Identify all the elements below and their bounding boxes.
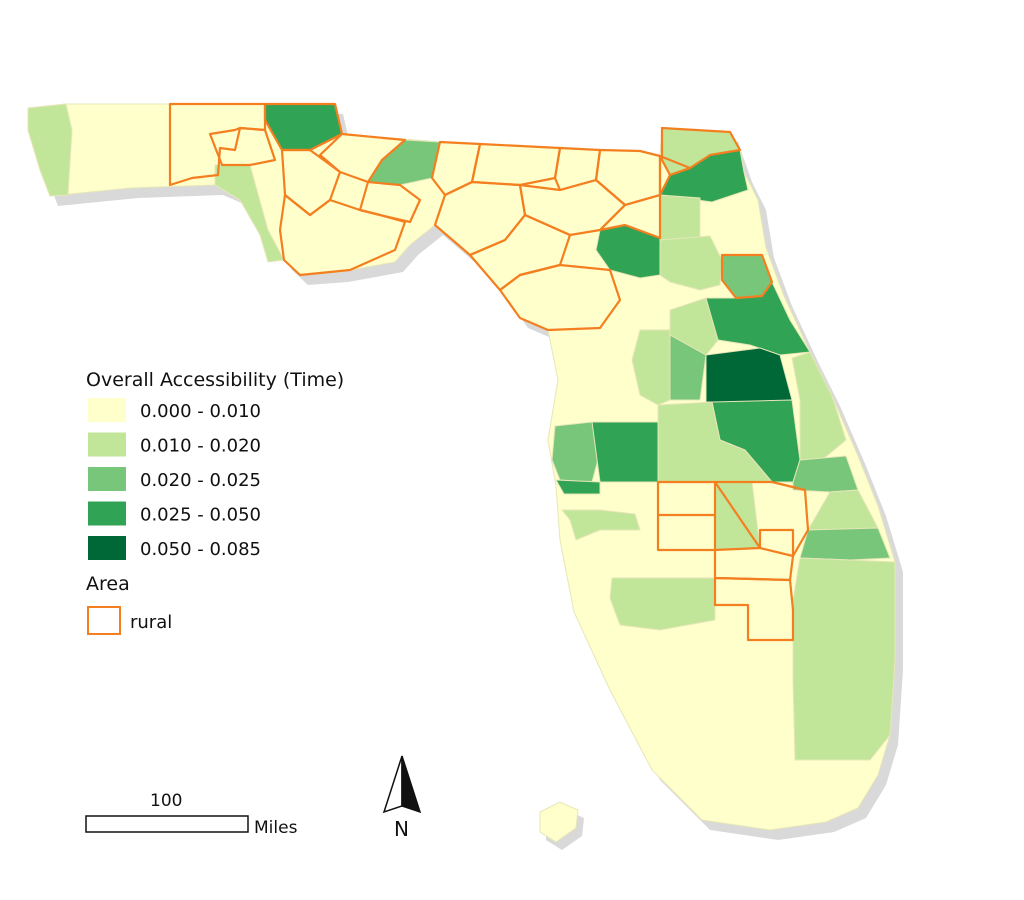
legend-title: Overall Accessibility (Time) bbox=[86, 369, 344, 391]
legend-swatch-3 bbox=[88, 501, 126, 526]
rural-putnam-flagler bbox=[720, 253, 774, 300]
county-broward-dade bbox=[792, 557, 896, 761]
keys-island bbox=[539, 801, 579, 843]
legend-area-title: Area bbox=[86, 573, 130, 595]
rural-nassau bbox=[660, 126, 742, 177]
county-palm-beach bbox=[799, 527, 891, 561]
county-putnam bbox=[659, 235, 723, 291]
scale-bar: 100 Miles bbox=[85, 791, 298, 838]
rural-wakulla bbox=[278, 193, 407, 277]
county-pinellas bbox=[555, 479, 601, 495]
legend-rural-swatch bbox=[87, 606, 121, 635]
legend-swatch-2 bbox=[88, 467, 126, 491]
north-arrow-right bbox=[401, 755, 422, 814]
north-arrow-left bbox=[382, 755, 403, 814]
rural-highlands-okeechobee bbox=[713, 480, 810, 558]
rural-outlines bbox=[168, 102, 810, 642]
county-hillsborough bbox=[591, 421, 659, 483]
county-indian-river-stlucie bbox=[792, 455, 859, 493]
county-seminole-brevard bbox=[791, 351, 847, 461]
legend-swatch-0 bbox=[88, 398, 126, 422]
rural-hendry-south bbox=[713, 576, 795, 642]
rural-suwannee bbox=[470, 142, 562, 187]
rural-citrus-area bbox=[498, 263, 622, 332]
rural-jefferson-madison bbox=[358, 180, 422, 224]
legend-items: 0.000 - 0.010 0.010 - 0.020 0.020 - 0.025 0… bbox=[88, 398, 261, 560]
rural-union-bradford bbox=[598, 193, 662, 240]
legend: Overall Accessibility (Time) 0.000 - 0.0… bbox=[86, 369, 344, 635]
legend-label-0: 0.000 - 0.010 bbox=[140, 401, 261, 422]
county-escambia bbox=[27, 103, 73, 197]
legend-label-2: 0.020 - 0.025 bbox=[140, 470, 261, 491]
county-orange bbox=[705, 347, 793, 403]
legend-swatch-1 bbox=[88, 432, 126, 457]
county-manatee-sarasota bbox=[560, 509, 641, 541]
rural-jackson bbox=[208, 126, 277, 167]
scale-bar-box bbox=[85, 815, 249, 833]
county-fills bbox=[27, 103, 896, 761]
north-arrow: N bbox=[382, 755, 422, 841]
legend-swatch-4 bbox=[88, 536, 126, 560]
county-okaloosa-area bbox=[214, 164, 285, 263]
legend-label-4: 0.050 - 0.085 bbox=[140, 539, 261, 560]
north-arrow-label: N bbox=[394, 817, 409, 841]
legend-rural-label: rural bbox=[130, 612, 172, 633]
scale-bar-value: 100 bbox=[150, 791, 182, 811]
county-baker-union bbox=[659, 194, 701, 241]
legend-label-1: 0.010 - 0.020 bbox=[140, 436, 261, 457]
county-desoto-charlotte bbox=[609, 577, 716, 631]
scale-bar-unit: Miles bbox=[254, 818, 298, 838]
legend-label-3: 0.025 - 0.050 bbox=[140, 505, 261, 526]
county-marion bbox=[669, 297, 719, 356]
rural-baker bbox=[658, 154, 692, 197]
